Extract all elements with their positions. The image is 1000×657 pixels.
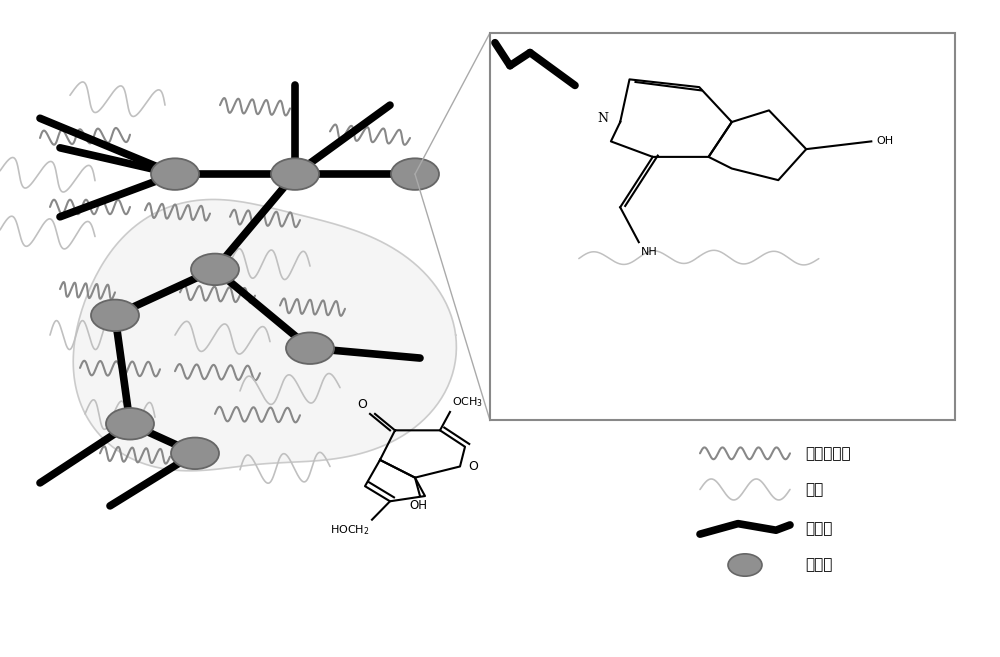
Text: HOCH$_2$: HOCH$_2$ (330, 523, 370, 537)
Circle shape (106, 408, 154, 440)
Bar (490, 33, 955, 420)
Circle shape (271, 158, 319, 190)
Text: N: N (597, 112, 608, 125)
Circle shape (391, 158, 439, 190)
Text: 壳聚糖: 壳聚糖 (805, 522, 832, 536)
Text: 明胶: 明胶 (805, 482, 823, 497)
Circle shape (728, 554, 762, 576)
Text: 京尼平: 京尼平 (805, 558, 832, 572)
Circle shape (171, 438, 219, 469)
Circle shape (151, 158, 199, 190)
Polygon shape (73, 200, 456, 471)
Text: 细菌纤维素: 细菌纤维素 (805, 446, 851, 461)
Circle shape (286, 332, 334, 364)
Text: NH: NH (641, 248, 658, 258)
Circle shape (91, 300, 139, 331)
Text: OH: OH (876, 137, 893, 147)
Text: OH: OH (409, 499, 427, 512)
Text: O: O (468, 460, 478, 473)
Text: OCH$_3$: OCH$_3$ (452, 396, 483, 409)
Circle shape (191, 254, 239, 285)
Text: O: O (357, 397, 367, 411)
